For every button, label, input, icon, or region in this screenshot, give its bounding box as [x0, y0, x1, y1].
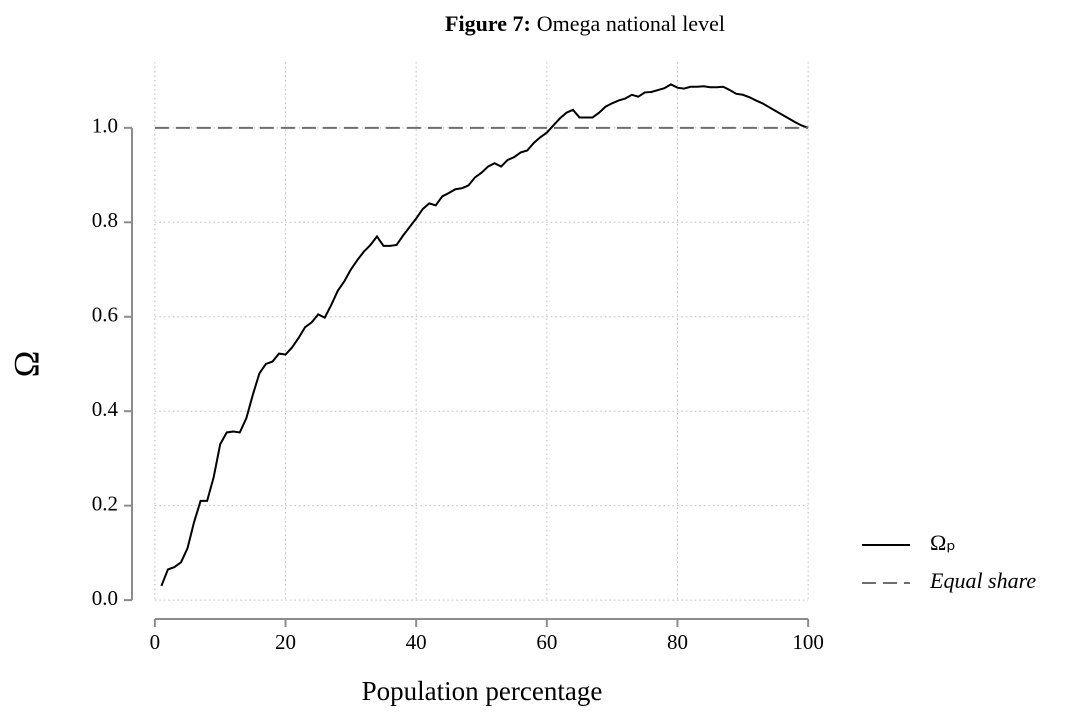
y-tick-label: 1.0 [92, 114, 118, 138]
x-tick-label: 60 [536, 630, 557, 654]
y-tick-label: 0.2 [92, 491, 118, 515]
legend-label: Equal share [929, 568, 1036, 593]
y-tick-label: 0.6 [92, 303, 118, 327]
y-axis-label: Ω [6, 351, 46, 378]
x-tick-label: 40 [406, 630, 427, 654]
y-tick-label: 0.0 [92, 586, 118, 610]
figure-label: Figure 7: [445, 11, 531, 36]
x-tick-label: 0 [150, 630, 161, 654]
chart-title: Omega national level [537, 11, 725, 36]
x-tick-label: 100 [792, 630, 824, 654]
x-tick-label: 20 [275, 630, 296, 654]
legend-label: Ωₚ [930, 530, 956, 555]
x-axis-label: Population percentage [362, 676, 603, 706]
y-tick-label: 0.8 [92, 208, 118, 232]
chart-title-group: Figure 7: Omega national level [445, 11, 725, 36]
y-tick-label: 0.4 [92, 397, 119, 421]
x-tick-label: 80 [667, 630, 688, 654]
series-line [160, 83, 809, 587]
